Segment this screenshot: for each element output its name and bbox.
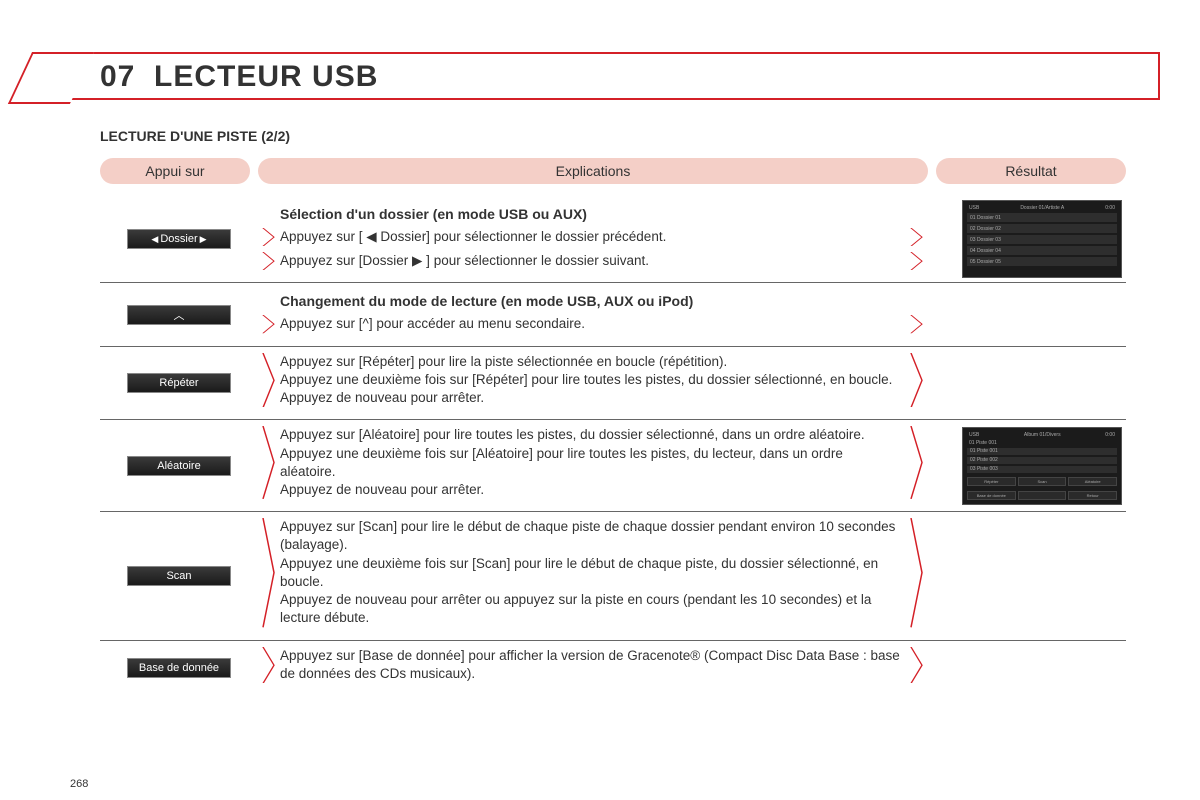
column-headers: Appui sur Explications Résultat [100, 158, 1126, 184]
col-result: USBAlbum 01/Divers0:00 01 Piste 001 01 P… [928, 420, 1126, 511]
col-result [928, 512, 1126, 639]
device-button-5[interactable]: Base de donnée [127, 658, 231, 678]
col-explanation: Appuyez sur [Aléatoire] pour lire toutes… [258, 420, 928, 511]
col-explanation: Appuyez sur [Base de donnée] pour affich… [258, 641, 928, 695]
col-button: ◀Dossier▶ [100, 196, 258, 282]
chevron-left-icon [262, 252, 276, 270]
header-appui-sur: Appui sur [100, 158, 250, 184]
col-button: ︿ [100, 283, 258, 345]
chevron-right-icon [910, 647, 924, 683]
col-button: Scan [100, 512, 258, 639]
chevron-right-icon [910, 353, 924, 408]
table-row: Répéter Appuyez sur [Répéter] pour lire … [100, 347, 1126, 421]
table-row: Aléatoire Appuyez sur [Aléatoire] pour l… [100, 420, 1126, 512]
header-resultat: Résultat [936, 158, 1126, 184]
explanation-text: Appuyez sur [Base de donnée] pour affich… [280, 647, 910, 683]
explanation-text: Appuyez sur [Scan] pour lire le début de… [280, 518, 910, 627]
explanation-text: Appuyez sur [Aléatoire] pour lire toutes… [280, 426, 910, 499]
device-button-4[interactable]: Scan [127, 566, 231, 586]
page-number: 268 [70, 778, 88, 790]
section-number: 07 [100, 60, 135, 93]
chevron-right-icon [910, 228, 924, 246]
chevron-right-icon [910, 315, 924, 333]
col-explanation: Appuyez sur [Scan] pour lire le début de… [258, 512, 928, 639]
table-row: ◀Dossier▶ Sélection d'un dossier (en mod… [100, 196, 1126, 283]
section-heading: Sélection d'un dossier (en mode USB ou A… [262, 202, 924, 228]
content-area: ◀Dossier▶ Sélection d'un dossier (en mod… [100, 196, 1126, 695]
chevron-left-icon [262, 647, 276, 683]
section-heading: Changement du mode de lecture (en mode U… [262, 289, 924, 315]
title-bar: 07 LECTEUR USB [40, 52, 1160, 100]
chevron-left-icon [262, 518, 276, 627]
device-button-0[interactable]: ◀Dossier▶ [127, 229, 231, 249]
col-button: Répéter [100, 347, 258, 420]
device-button-1[interactable]: ︿ [127, 305, 231, 325]
col-explanation: Appuyez sur [Répéter] pour lire la piste… [258, 347, 928, 420]
section-title: LECTEUR USB [154, 60, 378, 93]
table-row: Base de donnée Appuyez sur [Base de donn… [100, 641, 1126, 695]
col-result [928, 641, 1126, 695]
col-result: USBDossier 01/Artiste A0:00 01 Dossier 0… [928, 196, 1126, 282]
col-explanation: Changement du mode de lecture (en mode U… [258, 283, 928, 345]
chevron-right-icon [910, 426, 924, 499]
device-button-2[interactable]: Répéter [127, 373, 231, 393]
result-screenshot-3: USBAlbum 01/Divers0:00 01 Piste 001 01 P… [962, 427, 1122, 505]
result-screenshot-0: USBDossier 01/Artiste A0:00 01 Dossier 0… [962, 200, 1122, 278]
explanation-text: Appuyez sur [ ◀ Dossier] pour sélectionn… [280, 228, 910, 246]
col-button: Aléatoire [100, 420, 258, 511]
col-result [928, 347, 1126, 420]
chevron-left-icon [262, 315, 276, 333]
col-explanation: Sélection d'un dossier (en mode USB ou A… [258, 196, 928, 282]
explanation-text: Appuyez sur [Répéter] pour lire la piste… [280, 353, 910, 408]
chevron-right-icon [910, 518, 924, 627]
chevron-right-icon [910, 252, 924, 270]
col-result [928, 283, 1126, 345]
col-button: Base de donnée [100, 641, 258, 695]
chevron-left-icon [262, 228, 276, 246]
page-title: 07 LECTEUR USB [100, 60, 378, 94]
header-explications: Explications [258, 158, 928, 184]
table-row: ︿ Changement du mode de lecture (en mode… [100, 283, 1126, 346]
table-row: Scan Appuyez sur [Scan] pour lire le déb… [100, 512, 1126, 640]
explanation-text: Appuyez sur [^] pour accéder au menu sec… [280, 315, 910, 333]
explanation-text: Appuyez sur [Dossier ▶ ] pour sélectionn… [280, 252, 910, 270]
chevron-left-icon [262, 426, 276, 499]
subtitle: LECTURE D'UNE PISTE (2/2) [100, 128, 290, 144]
chevron-left-icon [262, 353, 276, 408]
device-button-3[interactable]: Aléatoire [127, 456, 231, 476]
